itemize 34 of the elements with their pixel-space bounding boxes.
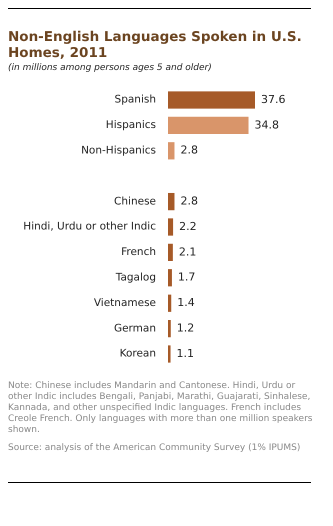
bar xyxy=(168,192,174,210)
text: Note: Chinese includes Mandarin and Cantonese. Hindi, Urdu or other Indic includes Bengali, Panjabi, Marathi, Guajarati, Sinhalese, Kannada, and other unspecified Indic languages. French includes Creole French. Only languages with more than one million speakers shown. xyxy=(8,381,313,436)
bar xyxy=(168,320,171,338)
data-label: 1.1 xyxy=(176,346,194,360)
bar xyxy=(168,218,174,236)
data-label: 37.6 xyxy=(261,92,286,106)
data-label: 2.8 xyxy=(180,194,198,208)
y-tick-label: French xyxy=(121,246,156,258)
data-label: 2.2 xyxy=(179,220,197,233)
data-label: 1.4 xyxy=(177,296,195,310)
bar xyxy=(168,91,255,109)
y-tick-label: German xyxy=(114,322,156,334)
y-tick-label: Non-Hispanics xyxy=(81,144,156,157)
bar xyxy=(168,116,249,134)
data-label: 1.2 xyxy=(176,321,194,334)
y-tick-label: Vietnamese xyxy=(94,296,156,309)
bar xyxy=(168,244,173,262)
data-label: 1.7 xyxy=(178,270,196,284)
source-note: Source: analysis of the American Community Survey (1% IPUMS) xyxy=(8,443,302,454)
data-label: 2.1 xyxy=(178,245,196,258)
y-tick-label: Korean xyxy=(120,348,156,360)
bar xyxy=(168,269,172,286)
bar xyxy=(168,294,172,312)
chart-title: Non-English Languages Spoken in U.S. Homes, 2011 xyxy=(8,29,303,61)
data-label: 2.8 xyxy=(180,144,198,157)
bar xyxy=(168,345,171,363)
y-tick-label: Hispanics xyxy=(106,119,156,132)
y-tick-label: Chinese xyxy=(114,195,156,208)
chart-subtitle: (in millions among persons ages 5 and older) xyxy=(8,63,213,73)
y-tick-label: Spanish xyxy=(114,94,156,106)
data-label: 34.8 xyxy=(254,118,280,132)
bar xyxy=(168,142,174,160)
y-tick-label: Tagalog xyxy=(114,272,156,284)
y-tick-label: Hindi, Urdu or other Indic xyxy=(23,220,156,233)
